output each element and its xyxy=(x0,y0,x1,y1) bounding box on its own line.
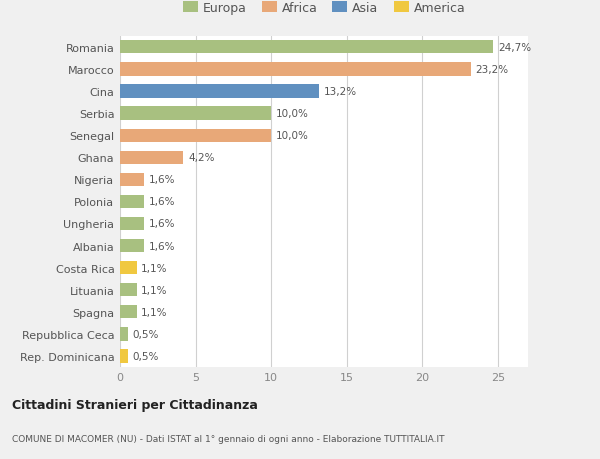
Bar xyxy=(120,306,137,319)
Bar xyxy=(120,41,493,54)
Text: 1,1%: 1,1% xyxy=(141,263,167,273)
Text: 4,2%: 4,2% xyxy=(188,153,215,163)
Bar xyxy=(120,350,128,363)
Bar xyxy=(120,284,137,297)
Text: COMUNE DI MACOMER (NU) - Dati ISTAT al 1° gennaio di ogni anno - Elaborazione TU: COMUNE DI MACOMER (NU) - Dati ISTAT al 1… xyxy=(12,434,445,442)
Bar xyxy=(120,196,144,208)
Bar xyxy=(120,151,184,164)
Text: 1,1%: 1,1% xyxy=(141,307,167,317)
Bar xyxy=(120,240,144,252)
Text: 1,6%: 1,6% xyxy=(149,197,175,207)
Bar xyxy=(120,63,470,76)
Bar xyxy=(120,218,144,230)
Bar xyxy=(120,85,319,98)
Text: 23,2%: 23,2% xyxy=(475,65,508,75)
Text: 1,6%: 1,6% xyxy=(149,241,175,251)
Text: 13,2%: 13,2% xyxy=(324,87,357,97)
Text: 0,5%: 0,5% xyxy=(132,351,158,361)
Legend: Europa, Africa, Asia, America: Europa, Africa, Asia, America xyxy=(178,0,470,20)
Bar xyxy=(120,262,137,274)
Text: 24,7%: 24,7% xyxy=(498,43,531,53)
Bar xyxy=(120,174,144,186)
Text: 10,0%: 10,0% xyxy=(275,109,308,119)
Text: 1,6%: 1,6% xyxy=(149,219,175,229)
Bar xyxy=(120,107,271,120)
Text: 10,0%: 10,0% xyxy=(275,131,308,141)
Text: 1,1%: 1,1% xyxy=(141,285,167,295)
Text: 0,5%: 0,5% xyxy=(132,329,158,339)
Text: Cittadini Stranieri per Cittadinanza: Cittadini Stranieri per Cittadinanza xyxy=(12,398,258,412)
Bar xyxy=(120,129,271,142)
Text: 1,6%: 1,6% xyxy=(149,175,175,185)
Bar xyxy=(120,328,128,341)
